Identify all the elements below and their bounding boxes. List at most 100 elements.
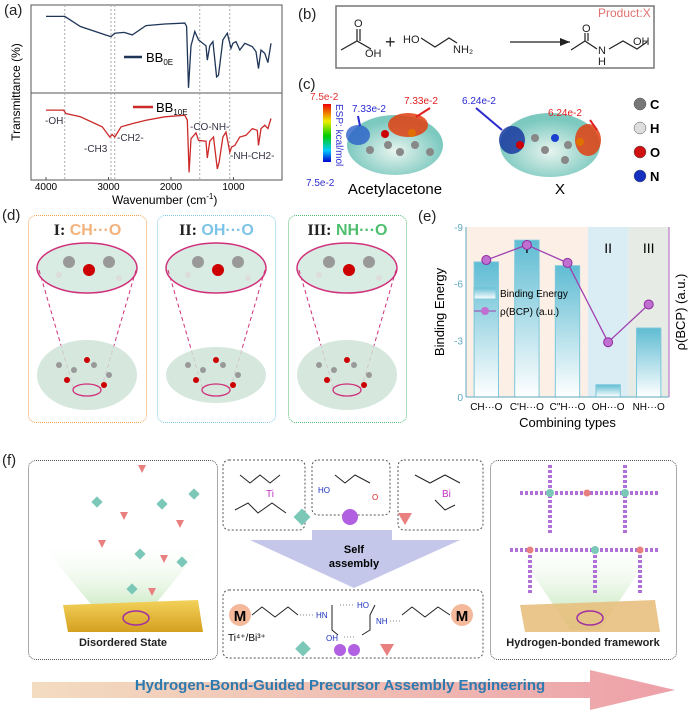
atom-H-swatch xyxy=(633,121,647,135)
framework-caption: Hydrogen-bonded framework xyxy=(506,637,660,649)
disordered-state-caption: Disordered State xyxy=(78,637,168,649)
atom-O-swatch xyxy=(633,145,647,159)
banner-text: Hydrogen-Bond-Guided Precursor Assembly … xyxy=(134,677,546,694)
self-label: Self xyxy=(344,544,365,556)
esp-value-x-right: 6.24e-2 xyxy=(548,108,582,119)
annot-oh: -OH xyxy=(45,116,63,127)
panel-label-f: (f) xyxy=(2,452,17,469)
plus-sign: + xyxy=(385,32,396,52)
acetylacetone-label: Acetylacetone xyxy=(348,181,442,198)
oh-label: OH xyxy=(326,634,338,643)
bar-4 xyxy=(636,327,662,398)
assembly-label: assembly xyxy=(329,558,380,570)
region-II xyxy=(587,227,629,397)
atom-N-label: N xyxy=(650,169,659,184)
reaction-box xyxy=(335,5,655,69)
self-assembly-arrow xyxy=(250,530,460,588)
colorbar xyxy=(323,104,331,162)
framework-box xyxy=(490,460,677,660)
atom-n: N xyxy=(598,45,606,57)
panel-label-d: (d) xyxy=(2,207,21,224)
atom-C-label: C xyxy=(650,97,660,112)
legend-line-marker xyxy=(481,307,489,315)
annot-conh: -CO-NH- xyxy=(190,122,229,133)
spectrum-bb0e xyxy=(46,15,272,88)
metal-right: M xyxy=(456,608,469,625)
colorbar-max: 7.5e-2 xyxy=(310,92,339,103)
interaction-box-1: I: CH···O xyxy=(28,215,147,423)
product-label: Product:X xyxy=(598,6,651,20)
interaction-illustration xyxy=(36,242,138,410)
bar-2 xyxy=(554,265,581,398)
x-tick-label: NH···O xyxy=(633,402,665,413)
ho-label: HO xyxy=(318,486,330,495)
legend-bb0e: BB0E xyxy=(146,50,173,67)
x-tick-label: 3000 xyxy=(97,182,120,193)
atom-oh: OH xyxy=(633,36,650,48)
atom-N-swatch xyxy=(633,169,647,183)
panel-label-a: (a) xyxy=(4,2,23,19)
interaction-type: NH···O xyxy=(335,222,388,239)
esp-value-acac-right: 7.33e-2 xyxy=(404,96,438,107)
y-axis-label: Binding Energy xyxy=(432,267,447,356)
annot-nhch2: -NH-CH2- xyxy=(230,151,274,162)
atom-C-swatch xyxy=(633,97,647,111)
rho-point-1 xyxy=(521,239,532,250)
x-tick-label: 4000 xyxy=(35,182,58,193)
x-tick-label: CH···O xyxy=(470,402,502,413)
rho-point-3 xyxy=(603,337,614,348)
bi-atom: Bi xyxy=(442,489,451,500)
atom-oh: OH xyxy=(365,48,382,60)
ir-spectrum-chart: 4000 3000 2000 1000 BB0E BB10E -OH -CH3 -CH… xyxy=(9,4,283,207)
annot-ch3: -CH3 xyxy=(84,144,108,155)
rho-point-0 xyxy=(481,255,492,266)
ion-label: Ti⁴⁺/Bi³⁺ xyxy=(228,633,266,644)
film-block xyxy=(520,600,660,632)
interaction-roman: I: xyxy=(53,222,66,239)
framework-illustration xyxy=(510,465,660,632)
self-assembly-scheme: Self assembly Ti Bi HO O M M Ti⁴⁺/Bi³⁺ H… xyxy=(222,459,484,659)
legend-bar-label: Binding Energy xyxy=(500,289,568,300)
panel-label-c: (c) xyxy=(298,76,316,93)
colorbar-min: 7.5e-2 xyxy=(306,178,335,189)
annot-ch2: -CH2- xyxy=(117,133,144,144)
x-tick-label: C"H···O xyxy=(550,402,586,413)
region-label: III xyxy=(643,240,655,256)
interaction-box-3: III: NH···O xyxy=(288,215,407,423)
spectrum-bb10e xyxy=(46,109,272,173)
x-tick-label: 2000 xyxy=(160,182,183,193)
panel-label-e: (e) xyxy=(418,208,437,225)
atom-ho: HO xyxy=(403,34,420,46)
interaction-box-2: II: OH···O xyxy=(157,215,276,423)
esp-value-acac-left: 7.33e-2 xyxy=(352,104,386,115)
interaction-roman: II: xyxy=(179,222,197,239)
banner-arrow xyxy=(32,670,675,710)
x-tick-label: 1000 xyxy=(222,182,245,193)
legend-bb10e: BB10E xyxy=(156,100,188,117)
bar-3 xyxy=(595,384,621,398)
esp-value-x-left: 6.24e-2 xyxy=(462,96,496,107)
hn-label: HN xyxy=(316,611,328,620)
atom-o: O xyxy=(582,23,591,35)
x-axis-label: Wavenumber (cm-1) xyxy=(112,192,217,207)
bar-0 xyxy=(473,261,499,398)
x-tick-label: OH···O xyxy=(592,402,625,413)
y-tick-label: -3 xyxy=(454,336,463,347)
reaction-scheme: O OH + HO NH₂ O N H OH Product:X xyxy=(335,5,655,69)
y-tick-label: -6 xyxy=(454,280,463,291)
esp-maps: 7.5e-2 7.5e-2 ESP: kcal/mol 7.33e-2 7.33… xyxy=(306,92,660,198)
legend-bar-swatch xyxy=(473,286,497,300)
ho-label-2: HO xyxy=(357,601,369,610)
panel-label-b: (b) xyxy=(298,6,317,23)
x-axis-label: Combining types xyxy=(519,415,616,430)
film-block xyxy=(63,600,203,632)
disordered-state-box xyxy=(28,460,218,660)
rho-point-2 xyxy=(562,257,573,268)
atom-H-label: H xyxy=(650,121,659,136)
ethanolamide-glyph xyxy=(342,509,358,525)
interaction-roman: III: xyxy=(307,222,332,239)
atom-o: O xyxy=(354,18,363,30)
y-axis-label: Transmittance (%) xyxy=(9,43,23,141)
interaction-type: CH···O xyxy=(69,222,122,239)
